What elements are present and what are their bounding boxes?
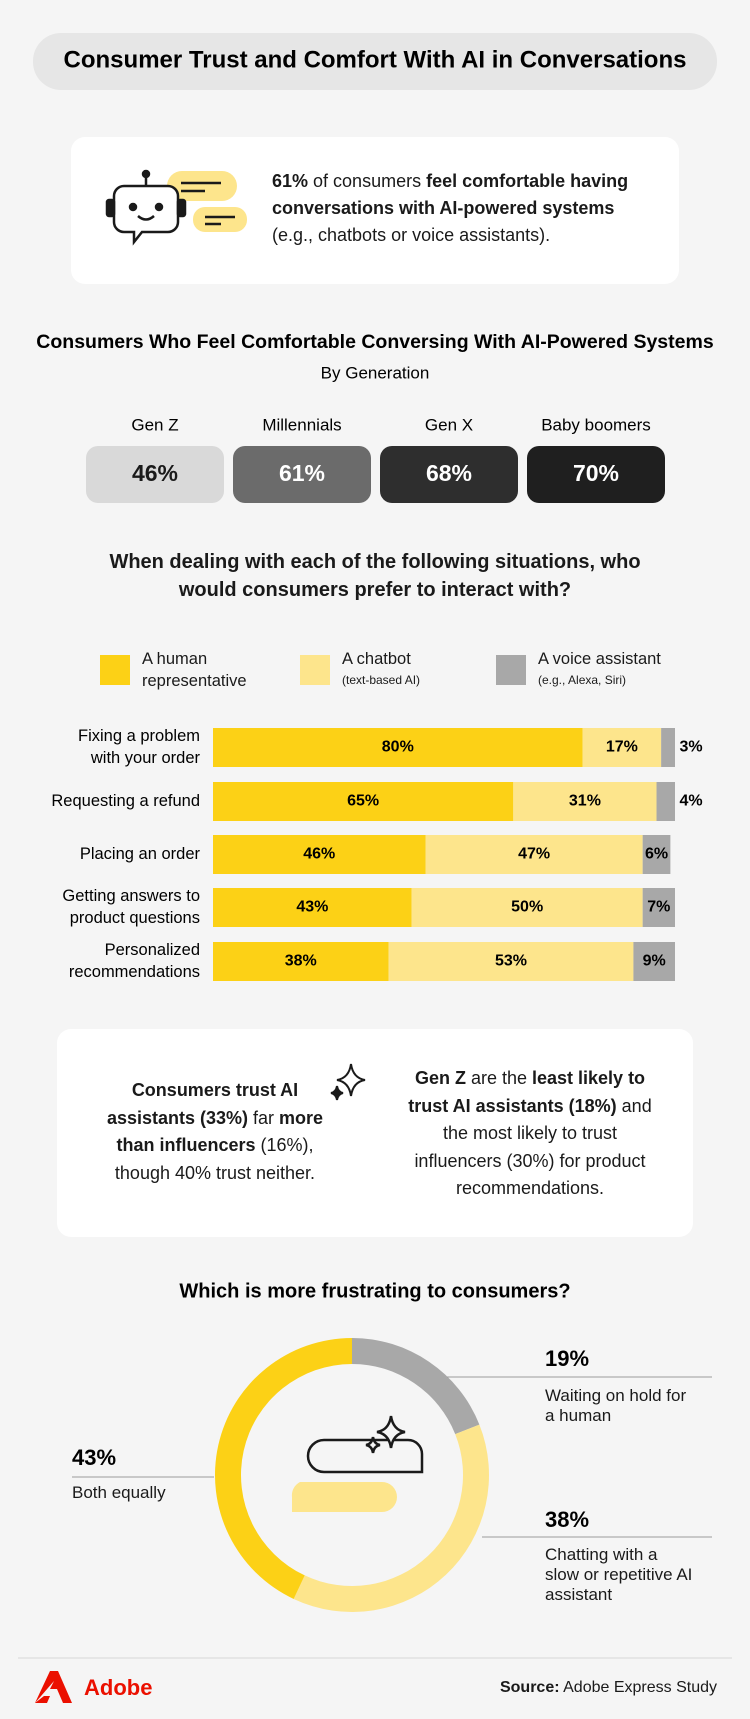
text-run: Gen Z	[414, 1068, 466, 1088]
value-label: 47%	[518, 846, 550, 863]
text-run: and the most likely to trust influencers…	[414, 1095, 657, 1199]
chart-title: When dealing with each of the following …	[109, 551, 641, 601]
tile-label: Gen X	[425, 415, 473, 434]
bar-segment	[661, 728, 675, 767]
donut-slice	[293, 1424, 490, 1613]
bar-segment	[582, 728, 662, 767]
bar-segment	[213, 888, 412, 927]
chart-subtitle: By Generation	[321, 363, 430, 382]
bar-segment	[642, 835, 671, 874]
legend-label: A human representative	[142, 650, 247, 690]
chart-title: Consumers Who Feel Comfortable Conversin…	[36, 331, 714, 353]
legend-swatch	[496, 655, 526, 685]
value-label: 4%	[679, 793, 702, 810]
category-label: Fixing a problem	[78, 727, 200, 745]
category-label: Requesting a refund	[51, 792, 200, 810]
slice-value: 43%	[72, 1445, 116, 1470]
title-pill	[33, 33, 717, 90]
slice-label: Chatting with a slow or repetitive AI as…	[545, 1545, 693, 1604]
tile	[380, 446, 518, 503]
bar-segment	[642, 888, 675, 927]
slice-value: 19%	[545, 1346, 589, 1371]
bar-segment	[213, 942, 389, 981]
text-run: of consumers	[308, 171, 427, 191]
bar-segment	[656, 782, 675, 821]
tile	[527, 446, 665, 503]
donut-slice	[214, 1338, 352, 1599]
trust-left: Consumers trust AI assistants (33%) far …	[100, 1077, 330, 1187]
category-label: Placing an order	[80, 845, 201, 863]
bar-segment	[425, 835, 643, 874]
bar-segment	[213, 835, 426, 874]
value-label: 3%	[679, 739, 702, 756]
slice-label: Both equally	[72, 1483, 166, 1502]
legend-label: A voice assistant	[538, 650, 661, 668]
category-label: Personalized	[105, 941, 200, 959]
robot-icon	[105, 169, 247, 246]
category-label: recommendations	[69, 963, 200, 981]
value-label: 17%	[606, 739, 638, 756]
tile-label: Millennials	[262, 415, 341, 434]
bar-segment	[513, 782, 657, 821]
text-run: Source:	[499, 1679, 560, 1696]
value-label: 31%	[569, 793, 601, 810]
text-run: 61%	[272, 171, 309, 191]
adobe-logo	[35, 1671, 72, 1703]
tile-label: Baby boomers	[541, 415, 651, 434]
category-label: product questions	[70, 909, 200, 927]
sparkle-icon	[330, 1063, 366, 1101]
text-run: Adobe Express Study	[559, 1679, 717, 1696]
bar-segment	[213, 782, 514, 821]
text-run: (e.g., chatbots or voice assistants).	[272, 198, 620, 245]
legend-note: (text-based AI)	[342, 673, 421, 687]
brand-name: Adobe	[84, 1675, 152, 1700]
donut-slice	[352, 1338, 480, 1435]
chat-icon	[291, 1415, 424, 1512]
trust-card	[57, 1029, 693, 1237]
legend-note: (e.g., Alexa, Siri)	[538, 673, 627, 687]
value-label: 80%	[382, 739, 414, 756]
value-label: 53%	[495, 953, 527, 970]
bar-segment	[213, 728, 583, 767]
tile-value: 46%	[132, 460, 178, 486]
callout-text: 61% of consumers feel comfortable having…	[272, 168, 657, 249]
value-label: 43%	[296, 899, 328, 916]
category-label: Getting answers to	[62, 887, 200, 905]
text-run: feel comfortable having conversations wi…	[272, 171, 634, 218]
legend-swatch	[100, 655, 130, 685]
text-run: far	[248, 1107, 280, 1128]
category-label: with your order	[90, 749, 201, 767]
trust-right: Gen Z are the least likely to trust AI a…	[399, 1065, 661, 1203]
value-label: 38%	[285, 953, 317, 970]
slice-value: 38%	[545, 1507, 589, 1532]
value-label: 7%	[647, 899, 670, 916]
legend-swatch	[300, 655, 330, 685]
value-label: 9%	[643, 953, 666, 970]
value-label: 50%	[511, 899, 543, 916]
bar-segment	[388, 942, 634, 981]
value-label: 46%	[303, 846, 335, 863]
source-note: Source: Adobe Express Study	[500, 1679, 717, 1697]
value-label: 6%	[645, 846, 668, 863]
tile-label: Gen Z	[131, 415, 178, 434]
text-run: more than influencers	[116, 1107, 329, 1156]
text-run: (16%), though 40% trust neither.	[114, 1135, 319, 1183]
tile-value: 61%	[279, 460, 325, 486]
tile-value: 70%	[573, 460, 619, 486]
text-run: are the	[465, 1068, 532, 1088]
chart-title: Which is more frustrating to consumers?	[179, 1280, 570, 1302]
page-title: Consumer Trust and Comfort With AI in Co…	[64, 46, 687, 73]
legend-label: A chatbot	[342, 650, 411, 668]
bar-segment	[411, 888, 643, 927]
slice-label: Waiting on hold for a human	[545, 1386, 687, 1425]
tile	[233, 446, 371, 503]
bar-segment	[633, 942, 675, 981]
text-run: Consumers trust AI assistants (33%)	[106, 1080, 304, 1128]
text-run: least likely to trust AI assistants (18%…	[408, 1068, 651, 1116]
tile-value: 68%	[426, 460, 472, 486]
value-label: 65%	[347, 793, 379, 810]
tile	[86, 446, 224, 503]
